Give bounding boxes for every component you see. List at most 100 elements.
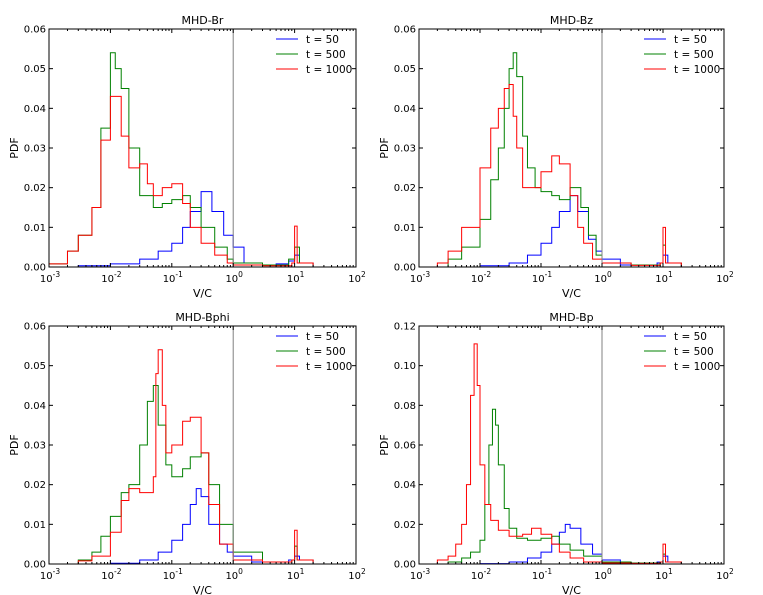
chart-panel: 10-3 10-2 10-1 100 101 1020.000.020.040.060.0… <box>378 311 734 595</box>
x-tick-label: 10-2 <box>101 567 121 582</box>
x-tick-exponent: 1 <box>300 567 305 576</box>
y-tick-label: 0.02 <box>394 183 416 194</box>
chart-title: MHD-Br <box>182 14 224 27</box>
y-tick-label: 0.00 <box>394 263 416 274</box>
y-tick-label: 0.00 <box>24 560 46 571</box>
x-tick-label: 100 <box>225 567 243 582</box>
chart-title: MHD-Bp <box>549 311 593 324</box>
x-tick-label: 101 <box>655 567 673 582</box>
x-tick-exponent: -3 <box>423 567 431 576</box>
x-tick-exponent: -2 <box>114 567 122 576</box>
x-tick-exponent: -3 <box>53 567 61 576</box>
y-tick-label: 0.05 <box>24 361 46 372</box>
series-line-t1000 <box>419 343 724 564</box>
x-tick-exponent: 1 <box>300 270 305 279</box>
x-tick-label: 102 <box>348 567 366 582</box>
chart-panel: 10-3 10-2 10-1 100 101 1020.000.010.020.030.0… <box>8 14 366 300</box>
x-tick-label: 100 <box>594 567 612 582</box>
chart-title: MHD-Bphi <box>175 311 229 324</box>
y-tick-label: 0.02 <box>24 480 46 491</box>
x-tick-exponent: 1 <box>668 567 673 576</box>
legend-label: t = 500 <box>674 346 714 358</box>
series-line-t1000 <box>419 84 724 267</box>
y-tick-label: 0.01 <box>24 520 46 531</box>
x-tick-exponent: 2 <box>729 270 734 279</box>
legend-label: t = 1000 <box>674 64 720 76</box>
y-tick-label: 0.10 <box>394 361 416 372</box>
y-tick-label: 0.03 <box>394 144 416 155</box>
y-tick-label: 0.00 <box>24 263 46 274</box>
x-tick-exponent: -2 <box>484 270 492 279</box>
y-tick-label: 0.05 <box>24 64 46 75</box>
x-tick-label: 10-1 <box>532 270 552 285</box>
x-axis-label: V/C <box>193 584 212 595</box>
x-tick-label: 10-1 <box>163 567 183 582</box>
y-tick-label: 0.04 <box>24 104 46 115</box>
x-tick-label: 10-1 <box>532 567 552 582</box>
x-tick-exponent: -2 <box>484 567 492 576</box>
x-tick-label: 100 <box>225 270 243 285</box>
x-tick-label: 101 <box>655 270 673 285</box>
legend-label: t = 1000 <box>306 64 352 76</box>
x-tick-exponent: 0 <box>238 270 243 279</box>
x-tick-label: 100 <box>594 270 612 285</box>
x-axis-label: V/C <box>193 287 212 300</box>
legend-label: t = 1000 <box>674 361 720 373</box>
y-axis-label: PDF <box>8 434 21 455</box>
legend-label: t = 50 <box>306 34 339 46</box>
series-line-t1000 <box>49 95 356 267</box>
x-tick-exponent: -1 <box>175 567 183 576</box>
x-tick-label: 10-1 <box>163 270 183 285</box>
x-tick-exponent: -1 <box>175 270 183 279</box>
y-tick-label: 0.02 <box>24 183 46 194</box>
y-tick-label: 0.04 <box>394 104 416 115</box>
x-tick-exponent: 1 <box>668 270 673 279</box>
x-tick-label: 10-2 <box>101 270 121 285</box>
x-tick-exponent: 0 <box>607 270 612 279</box>
x-tick-label: 10-3 <box>40 567 60 582</box>
x-tick-exponent: -1 <box>545 567 553 576</box>
legend-label: t = 500 <box>306 49 346 61</box>
y-tick-label: 0.06 <box>24 322 46 333</box>
x-tick-exponent: -3 <box>53 270 61 279</box>
y-tick-label: 0.04 <box>394 480 416 491</box>
x-tick-exponent: 2 <box>729 567 734 576</box>
y-axis-label: PDF <box>378 434 391 455</box>
y-tick-label: 0.02 <box>394 520 416 531</box>
series-line-t500 <box>419 408 724 564</box>
x-tick-exponent: 2 <box>361 270 366 279</box>
y-tick-label: 0.01 <box>24 223 46 234</box>
y-tick-label: 0.12 <box>394 322 416 333</box>
y-tick-label: 0.06 <box>394 441 416 452</box>
x-tick-label: 10-3 <box>410 567 430 582</box>
x-axis-label: V/C <box>562 287 581 300</box>
series-line-t500 <box>49 52 356 267</box>
chart-panel: 10-3 10-2 10-1 100 101 1 0 2 0.00 0.01 0.02 0.03 0.0… <box>378 14 734 300</box>
x-tick-exponent: 2 <box>361 567 366 576</box>
x-tick-exponent: -1 <box>545 270 553 279</box>
y-tick-label: 0.03 <box>24 441 46 452</box>
y-tick-label: 0.06 <box>24 25 46 36</box>
y-axis-label: PDF <box>8 137 21 158</box>
x-tick-label: 102 <box>716 567 734 582</box>
x-axis-label: V/C <box>562 584 581 595</box>
legend-label: t = 50 <box>674 331 707 343</box>
x-tick-label: 101 <box>287 567 305 582</box>
x-tick-label: 102 <box>348 270 366 285</box>
x-tick-label: 10-2 <box>471 270 491 285</box>
chart-title: MHD-Bz <box>550 14 593 27</box>
x-tick-label: 101 <box>287 270 305 285</box>
x-tick-exponent: -3 <box>423 270 431 279</box>
x-tick-label: 10-3 <box>40 270 60 285</box>
y-tick-label: 0.03 <box>24 144 46 155</box>
chart-panel: 10-3 10-2 10-1 100 101 1020.000.010.020.030.0… <box>8 311 366 595</box>
series-line-t50 <box>49 191 356 267</box>
x-tick-label: 10-3 <box>410 270 430 285</box>
x-tick-exponent: 0 <box>238 567 243 576</box>
y-tick-label: 0.08 <box>394 401 416 412</box>
legend-label: t = 50 <box>306 331 339 343</box>
y-tick-label: 0.01 <box>394 223 416 234</box>
x-tick-exponent: 0 <box>607 567 612 576</box>
series-line-t50 <box>419 195 724 267</box>
